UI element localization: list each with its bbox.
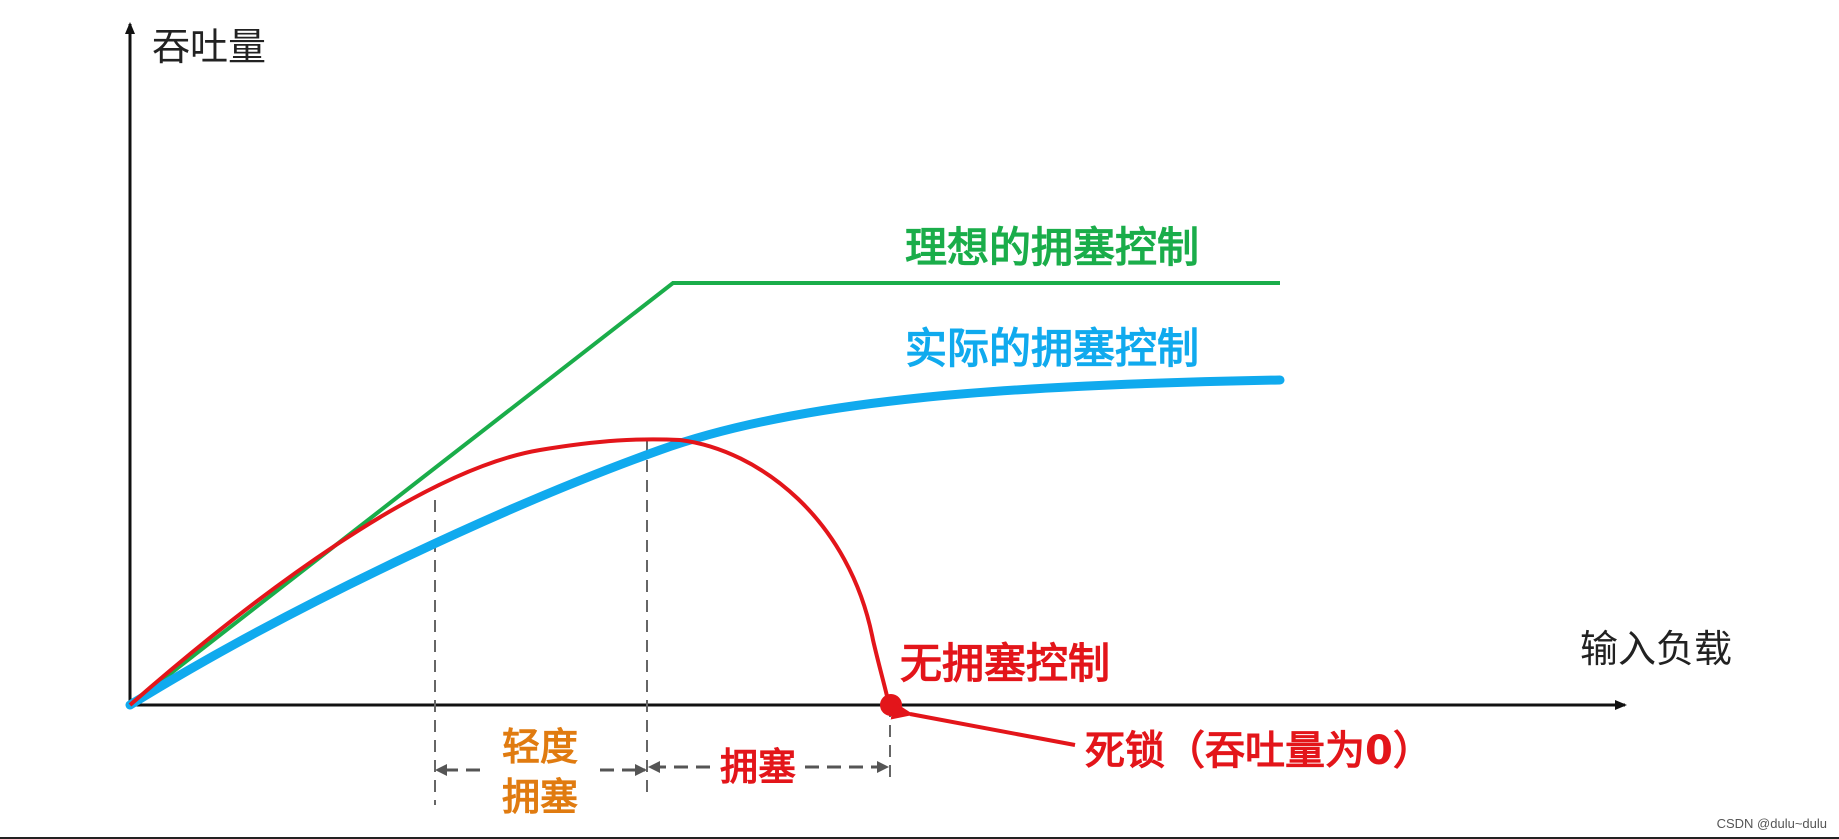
ideal-curve-label: 理想的拥塞控制 [905,223,1199,272]
light-congestion-label-line2: 拥塞 [502,775,578,819]
no-control-label: 无拥塞控制 [900,639,1110,688]
x-axis-label: 输入负载 [1580,627,1732,671]
light-congestion-label-line1: 轻度 [502,725,578,769]
deadlock-point [880,694,902,716]
actual-curve [125,375,1285,710]
bottom-rule [0,837,1839,839]
no-control-curve [128,437,891,707]
actual-curve-label: 实际的拥塞控制 [905,324,1199,373]
watermark: CSDN @dulu~dulu [1716,816,1827,831]
y-axis-label: 吞吐量 [152,25,266,69]
deadlock-pointer-arrow [890,701,1076,747]
deadlock-label: 死锁（吞吐量为0） [1085,728,1433,774]
congestion-label: 拥塞 [720,745,796,789]
